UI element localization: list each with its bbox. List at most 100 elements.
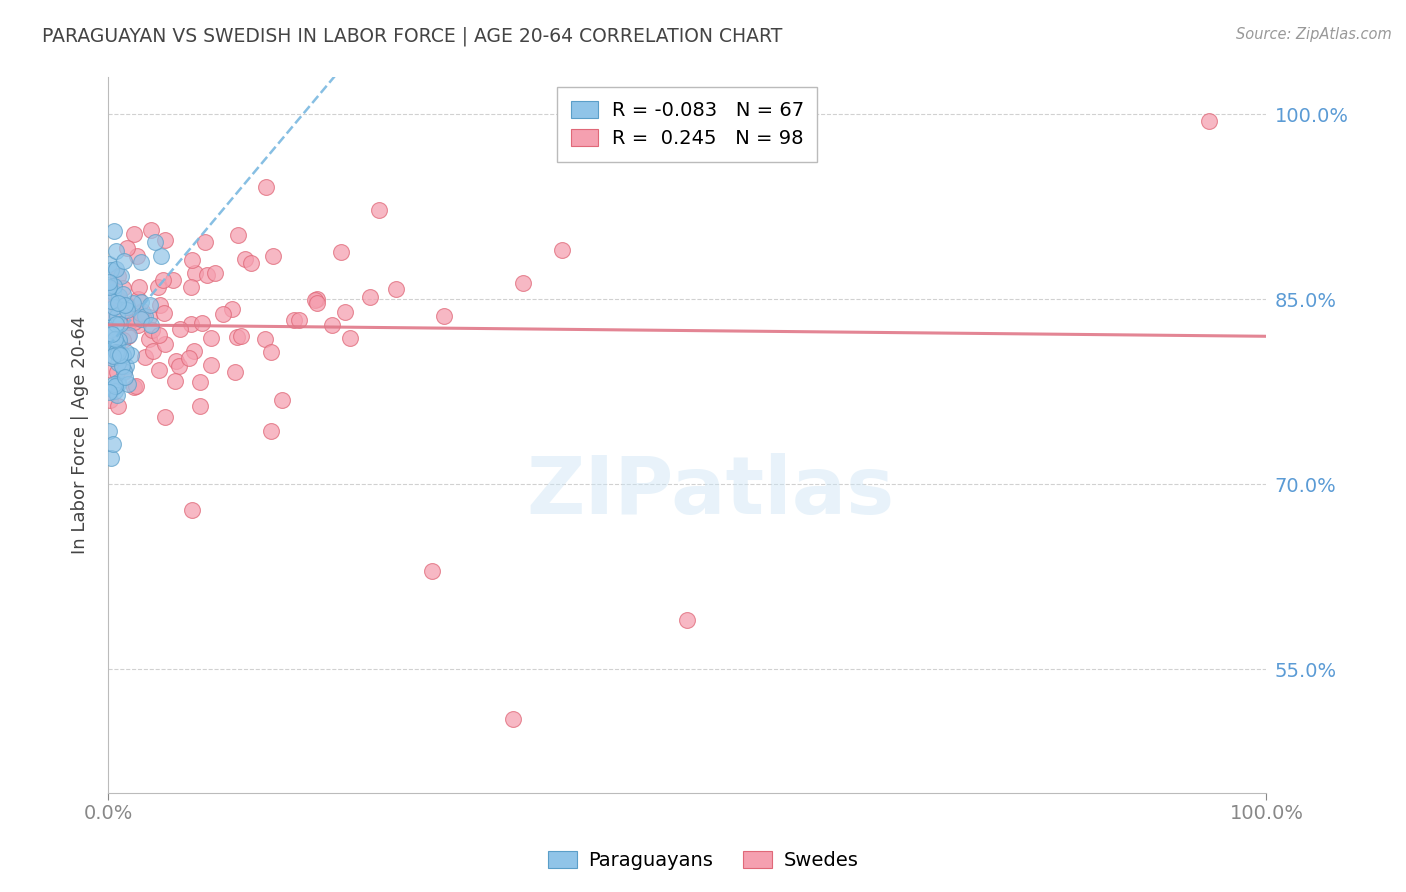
Point bbox=[104, 344, 127, 359]
Point bbox=[262, 249, 284, 263]
Point bbox=[433, 309, 456, 323]
Point bbox=[127, 292, 149, 306]
Point bbox=[165, 354, 187, 368]
Point bbox=[551, 243, 574, 257]
Point bbox=[142, 344, 165, 359]
Point bbox=[107, 399, 129, 413]
Point bbox=[101, 285, 124, 299]
Point bbox=[107, 269, 129, 284]
Point bbox=[333, 305, 356, 319]
Point bbox=[141, 323, 163, 337]
Point bbox=[103, 224, 125, 238]
Point bbox=[107, 376, 129, 391]
Point bbox=[134, 350, 156, 364]
Point bbox=[98, 257, 121, 271]
Point bbox=[98, 304, 121, 318]
Point bbox=[167, 359, 190, 373]
Point bbox=[108, 289, 131, 303]
Point bbox=[100, 263, 122, 277]
Point bbox=[105, 365, 128, 379]
Point bbox=[118, 327, 141, 342]
Point bbox=[98, 275, 121, 289]
Point bbox=[138, 332, 160, 346]
Point bbox=[148, 363, 170, 377]
Point bbox=[221, 301, 243, 316]
Legend: Paraguayans, Swedes: Paraguayans, Swedes bbox=[540, 843, 866, 878]
Point bbox=[128, 280, 150, 294]
Point bbox=[103, 281, 125, 295]
Point bbox=[1198, 113, 1220, 128]
Point bbox=[111, 333, 134, 347]
Point bbox=[112, 254, 135, 268]
Point bbox=[131, 255, 153, 269]
Point bbox=[131, 295, 153, 310]
Point bbox=[339, 331, 361, 345]
Point bbox=[676, 613, 699, 627]
Point bbox=[180, 280, 202, 294]
Point bbox=[129, 312, 152, 326]
Point bbox=[111, 286, 134, 301]
Point bbox=[112, 365, 135, 379]
Point bbox=[107, 333, 129, 347]
Point bbox=[150, 249, 173, 263]
Point bbox=[163, 374, 186, 388]
Point bbox=[98, 392, 121, 407]
Point bbox=[103, 436, 125, 450]
Point bbox=[239, 255, 262, 269]
Point bbox=[146, 280, 169, 294]
Point bbox=[100, 450, 122, 465]
Point bbox=[105, 262, 128, 277]
Point bbox=[100, 363, 122, 377]
Point bbox=[127, 318, 149, 333]
Point bbox=[127, 250, 149, 264]
Point bbox=[111, 359, 134, 373]
Text: ZIPatlas: ZIPatlas bbox=[526, 453, 894, 532]
Point bbox=[125, 379, 148, 393]
Text: PARAGUAYAN VS SWEDISH IN LABOR FORCE | AGE 20-64 CORRELATION CHART: PARAGUAYAN VS SWEDISH IN LABOR FORCE | A… bbox=[42, 27, 783, 46]
Point bbox=[141, 318, 163, 332]
Point bbox=[224, 366, 246, 380]
Point bbox=[114, 369, 136, 384]
Point bbox=[103, 376, 125, 391]
Point bbox=[101, 351, 124, 366]
Point bbox=[183, 343, 205, 358]
Point bbox=[98, 323, 121, 337]
Point bbox=[148, 328, 170, 343]
Point bbox=[200, 331, 222, 345]
Point bbox=[107, 295, 129, 310]
Point bbox=[98, 384, 121, 399]
Point bbox=[98, 425, 121, 439]
Point bbox=[162, 272, 184, 286]
Point bbox=[100, 336, 122, 351]
Point bbox=[181, 252, 204, 267]
Point bbox=[105, 310, 128, 324]
Point bbox=[100, 326, 122, 341]
Point bbox=[110, 310, 132, 325]
Point bbox=[105, 244, 128, 258]
Point bbox=[104, 379, 127, 393]
Point bbox=[254, 179, 277, 194]
Point bbox=[117, 377, 139, 392]
Point bbox=[177, 351, 200, 365]
Point bbox=[283, 313, 305, 327]
Point bbox=[112, 348, 135, 362]
Point bbox=[107, 376, 129, 390]
Point bbox=[110, 268, 132, 283]
Point bbox=[153, 233, 176, 247]
Point bbox=[98, 305, 121, 319]
Point bbox=[110, 348, 132, 362]
Point bbox=[184, 266, 207, 280]
Point bbox=[359, 290, 381, 304]
Point bbox=[132, 310, 155, 324]
Point bbox=[194, 235, 217, 250]
Point bbox=[131, 304, 153, 318]
Point bbox=[122, 296, 145, 310]
Point bbox=[117, 298, 139, 312]
Point bbox=[188, 376, 211, 390]
Legend: R = -0.083   N = 67, R =  0.245   N = 98: R = -0.083 N = 67, R = 0.245 N = 98 bbox=[557, 87, 817, 161]
Point bbox=[111, 281, 134, 295]
Point bbox=[143, 235, 166, 250]
Point bbox=[107, 346, 129, 360]
Point bbox=[114, 344, 136, 359]
Point bbox=[120, 348, 142, 362]
